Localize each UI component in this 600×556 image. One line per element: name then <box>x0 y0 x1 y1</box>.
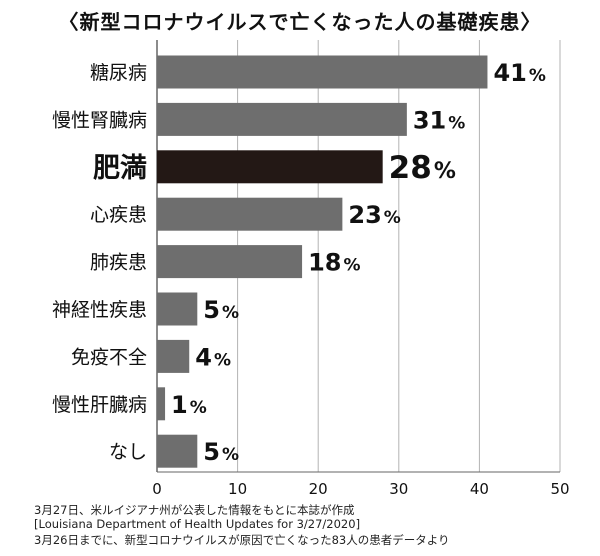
bar <box>157 339 190 373</box>
category-label: 神経性疾患 <box>52 299 147 321</box>
category-label: なし <box>109 441 147 463</box>
value-label: 5% <box>203 296 239 324</box>
category-label: 肥満 <box>93 153 147 184</box>
value-label: 23% <box>348 201 400 229</box>
bar <box>157 197 343 231</box>
value-label: 4% <box>195 343 231 371</box>
category-label: 心疾患 <box>90 204 147 226</box>
category-label: 慢性腎臓病 <box>52 109 147 131</box>
bar <box>157 292 198 326</box>
bar <box>157 55 488 89</box>
data-scope-note: 3月26日までに、新型コロナウイルスが原因で亡くなった83人の患者データより <box>34 533 450 547</box>
value-labels: 41 % 31 % 28% 23 % 18 % 5 % 4 % 1 % 5% <box>171 59 546 466</box>
value-label: 18% <box>308 249 360 277</box>
source-reference: [Louisiana Department of Health Updates … <box>34 517 361 531</box>
category-label: 免疫不全 <box>71 346 147 368</box>
value-label: 31% <box>413 106 465 134</box>
bar <box>157 150 383 184</box>
x-tick-label: 30 <box>389 480 408 498</box>
value-label: 1% <box>171 391 207 419</box>
value-label: 28% <box>389 150 456 186</box>
x-tick-label: 50 <box>550 480 569 498</box>
chart-title: 〈新型コロナウイルスで亡くなった人の基礎疾患〉 <box>58 10 542 34</box>
bar <box>157 434 198 468</box>
x-tick-label: 10 <box>228 480 247 498</box>
x-tick-label: 20 <box>309 480 328 498</box>
category-label: 慢性肝臓病 <box>52 394 147 416</box>
x-tick-label: 0 <box>152 480 162 498</box>
bar <box>157 245 303 279</box>
value-label: 41% <box>493 59 545 87</box>
value-label: 5% <box>203 438 239 466</box>
x-tick-label: 40 <box>470 480 489 498</box>
category-label: 糖尿病 <box>90 62 147 84</box>
bars <box>157 55 488 468</box>
category-label: 肺疾患 <box>90 252 147 274</box>
source-note: 3月27日、米ルイジアナ州が公表した情報をもとに本誌が作成 <box>34 503 355 517</box>
bar <box>157 102 407 136</box>
bar <box>157 387 166 421</box>
x-axis-tick-labels: 0 10 20 30 40 50 <box>152 480 569 498</box>
